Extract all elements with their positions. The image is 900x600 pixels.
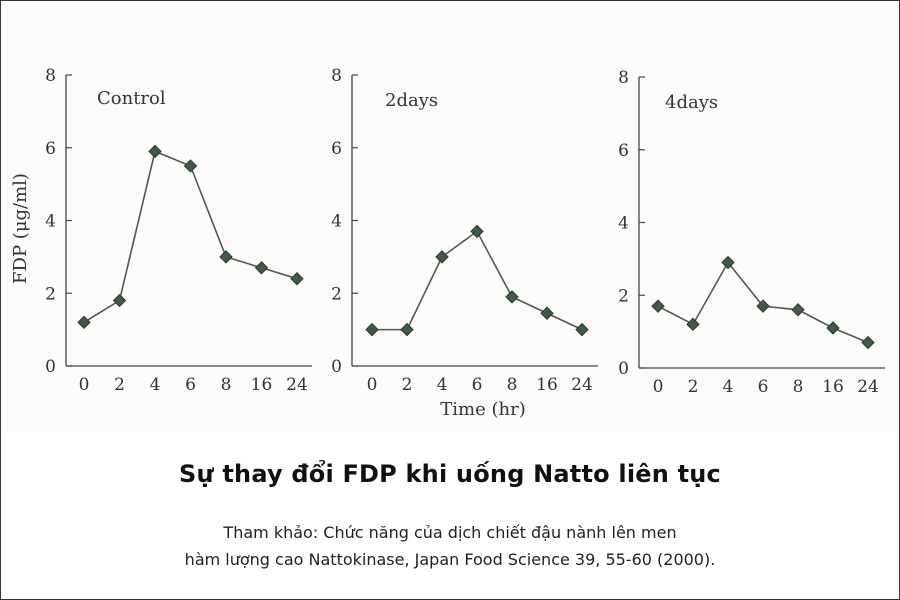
data-point bbox=[77, 315, 91, 330]
data-point bbox=[721, 255, 735, 270]
data-point bbox=[365, 322, 379, 337]
x-tick-label: 6 bbox=[472, 375, 483, 395]
y-tick-label: 2 bbox=[618, 286, 629, 306]
x-tick-label: 4 bbox=[723, 377, 734, 397]
data-point bbox=[575, 322, 589, 337]
data-point bbox=[826, 321, 840, 335]
chart-area: 0 2 4 6 8 0 2 4 6 8 16 24 Control FDP (μg/ml) 0 2 4 6 8 0 2 4… bbox=[2, 2, 898, 432]
y-tick-label: 0 bbox=[45, 357, 56, 377]
data-point bbox=[400, 322, 414, 337]
data-point bbox=[290, 271, 304, 286]
data-point bbox=[148, 144, 162, 159]
x-tick-label: 24 bbox=[571, 375, 593, 395]
y-tick-label: 8 bbox=[45, 66, 56, 86]
y-tick-label: 0 bbox=[618, 359, 629, 379]
data-point bbox=[861, 335, 875, 350]
y-tick-label: 8 bbox=[331, 66, 342, 86]
y-tick-label: 2 bbox=[45, 284, 56, 304]
x-tick-label: 6 bbox=[185, 375, 196, 395]
x-tick-label: 16 bbox=[251, 375, 273, 395]
x-tick-label: 24 bbox=[286, 375, 308, 395]
data-point bbox=[756, 299, 770, 313]
y-tick-label: 4 bbox=[331, 212, 342, 232]
data-point bbox=[112, 293, 127, 308]
reference-line-1: Tham khảo: Chức năng của dịch chiết đậu … bbox=[223, 523, 677, 542]
data-point bbox=[435, 250, 449, 264]
x-tick-label: 2 bbox=[688, 377, 699, 397]
panel-title: 2days bbox=[385, 90, 438, 111]
y-tick-label: 2 bbox=[331, 284, 342, 304]
x-tick-label: 6 bbox=[758, 377, 769, 397]
x-tick-label: 8 bbox=[507, 375, 518, 395]
y-tick-label: 6 bbox=[45, 139, 56, 159]
x-tick-label: 4 bbox=[150, 375, 161, 395]
x-tick-label: 24 bbox=[857, 377, 879, 397]
x-tick-label: 4 bbox=[437, 375, 448, 395]
x-tick-label: 0 bbox=[653, 377, 664, 397]
x-axis-label: Time (hr) bbox=[440, 399, 525, 420]
series-line bbox=[83, 150, 298, 324]
y-tick-label: 0 bbox=[331, 357, 342, 377]
y-axis-label: FDP (μg/ml) bbox=[10, 173, 31, 284]
x-tick-label: 2 bbox=[114, 375, 125, 395]
caption-area bbox=[2, 432, 898, 598]
x-tick-label: 2 bbox=[402, 375, 413, 395]
y-tick-label: 4 bbox=[45, 212, 56, 232]
data-point bbox=[791, 303, 805, 317]
y-tick-label: 6 bbox=[618, 141, 629, 161]
y-tick-label: 8 bbox=[618, 68, 629, 88]
data-point bbox=[219, 250, 233, 264]
data-point bbox=[686, 317, 700, 332]
panel-title: Control bbox=[97, 88, 166, 109]
y-tick-label: 6 bbox=[331, 139, 342, 159]
data-point bbox=[183, 159, 198, 173]
figure-title: Sự thay đổi FDP khi uống Natto liên tục bbox=[179, 460, 721, 488]
x-tick-label: 16 bbox=[822, 377, 844, 397]
x-tick-label: 8 bbox=[221, 375, 232, 395]
y-tick-label: 4 bbox=[618, 214, 629, 234]
x-tick-label: 0 bbox=[79, 375, 90, 395]
data-point bbox=[254, 261, 269, 275]
data-point bbox=[505, 290, 519, 304]
x-tick-label: 0 bbox=[367, 375, 378, 395]
x-tick-label: 8 bbox=[793, 377, 804, 397]
data-point bbox=[651, 299, 665, 313]
x-tick-label: 16 bbox=[536, 375, 558, 395]
reference-line-2: hàm lượng cao Nattokinase, Japan Food Sc… bbox=[184, 550, 716, 569]
panel-title: 4days bbox=[665, 92, 718, 113]
data-point bbox=[540, 306, 554, 320]
data-point bbox=[470, 224, 484, 239]
